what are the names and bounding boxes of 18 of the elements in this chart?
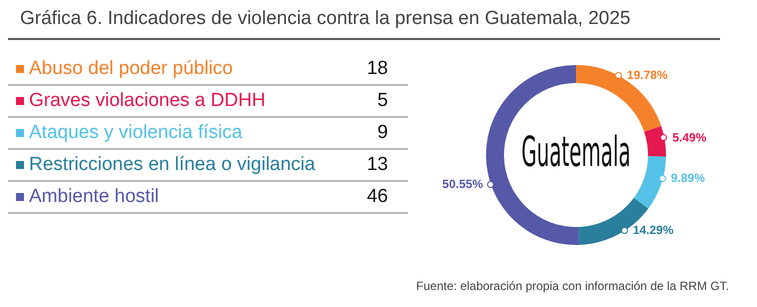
- legend-label: Ataques y violencia física: [29, 122, 242, 144]
- text: 18: [366, 58, 388, 79]
- source-note: Fuente: elaboración propia con información de la RRM GT.: [416, 279, 729, 293]
- chart-title: Gráfica 6. Indicadores de violencia contra la prensa en Guatemala, 2025: [8, 8, 720, 40]
- data-label: 19.78%: [626, 68, 668, 82]
- text: 5: [377, 90, 388, 111]
- legend-label: Restricciones en línea o vigilancia: [29, 154, 316, 176]
- text: 9: [377, 122, 388, 143]
- data-label: 9.89%: [670, 170, 706, 185]
- data-label: 5.49%: [672, 130, 707, 144]
- text: 46: [366, 186, 388, 207]
- text: 13: [366, 154, 388, 175]
- data-label: 14.29%: [632, 222, 674, 237]
- data-label: 50.55%: [442, 176, 484, 191]
- text: Guatemala: [521, 128, 631, 176]
- legend-label: Graves violaciones a DDHH: [29, 90, 266, 112]
- legend-label: Ambiente hostil: [29, 186, 159, 208]
- legend-label: Abuso del poder público: [29, 58, 233, 80]
